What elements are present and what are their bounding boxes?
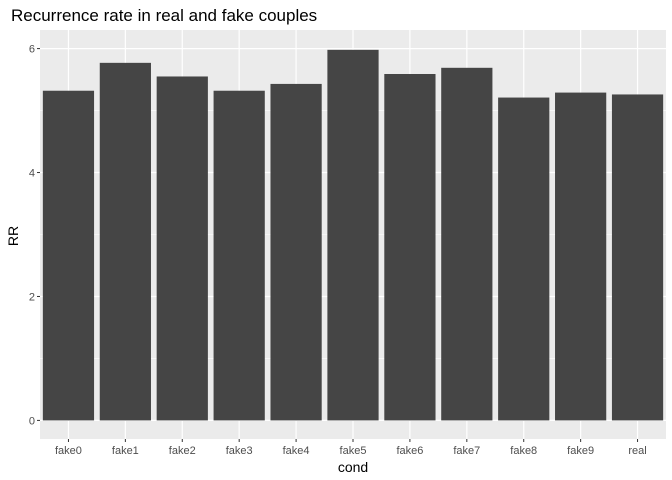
bar-fake7 [441, 67, 493, 421]
bar-fake4 [270, 83, 322, 421]
x-tick-label: fake7 [453, 445, 480, 457]
bar-fake6 [384, 73, 436, 421]
x-tick-label: fake9 [567, 445, 594, 457]
x-tick-label: real [628, 445, 646, 457]
bar-fake5 [327, 49, 379, 421]
y-tick-label: 0 [29, 415, 35, 427]
bar-real [611, 94, 664, 421]
y-tick-label: 4 [29, 168, 35, 180]
bars [42, 49, 664, 421]
x-tick-label: fake6 [396, 445, 423, 457]
chart-title: Recurrence rate in real and fake couples [11, 6, 317, 25]
x-tick-label: fake0 [55, 445, 82, 457]
x-tick-label: fake5 [340, 445, 367, 457]
y-tick-label: 2 [29, 291, 35, 303]
bar-fake3 [213, 90, 265, 421]
y-axis: 0 2 4 6 [29, 44, 40, 427]
y-axis-title: RR [5, 226, 21, 246]
x-axis: fake0 fake1 fake2 fake3 fake4 fake5 fake6 fake7… [55, 439, 647, 457]
x-tick-label: fake3 [226, 445, 253, 457]
bar-fake9 [555, 92, 607, 421]
y-tick-label: 6 [29, 44, 35, 56]
x-tick-label: fake4 [283, 445, 310, 457]
bar-fake0 [42, 90, 95, 421]
bar-fake1 [99, 62, 151, 421]
x-tick-label: fake1 [112, 445, 139, 457]
x-axis-title: cond [338, 459, 368, 475]
x-tick-label: fake8 [510, 445, 537, 457]
bar-fake8 [498, 97, 550, 421]
bar-fake2 [156, 76, 208, 421]
x-tick-label: fake2 [169, 445, 196, 457]
